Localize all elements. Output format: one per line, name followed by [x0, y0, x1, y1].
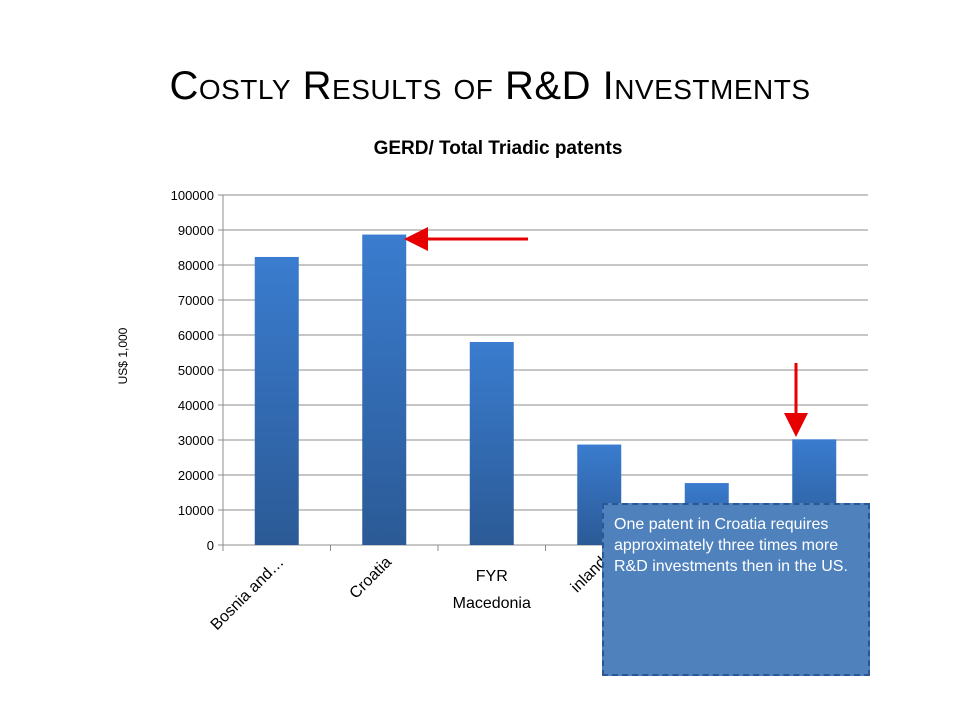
- x-tick-label: FYR Macedonia: [453, 568, 531, 612]
- bar: [362, 234, 407, 546]
- y-tick-label: 100000: [171, 188, 214, 203]
- x-tick-label: Croatia: [347, 554, 396, 603]
- y-tick-label: 30000: [178, 433, 214, 448]
- slide-title: Costly Results of R&D Investments: [169, 64, 811, 108]
- bar: [254, 256, 299, 545]
- y-tick-labels: 0 10000 20000 30000 40000 50000 60000 70000 8000…: [171, 188, 214, 553]
- y-tick-label: 80000: [178, 258, 214, 273]
- y-tick-label: 0: [207, 538, 214, 553]
- callout-box: One patent in Croatia requires approxima…: [602, 503, 870, 676]
- y-tick-label: 10000: [178, 503, 214, 518]
- x-tick-label: Bosnia and…: [208, 554, 288, 634]
- y-tick-label: 40000: [178, 398, 214, 413]
- y-tick-label: 50000: [178, 363, 214, 378]
- chart-title: GERD/ Total Triadic patents: [374, 138, 623, 159]
- bar: [469, 342, 514, 545]
- y-tick-label: 70000: [178, 293, 214, 308]
- y-tick-label: 90000: [178, 223, 214, 238]
- y-tick-label: 20000: [178, 468, 214, 483]
- y-tick-label: 60000: [178, 328, 214, 343]
- gridlines: [218, 194, 869, 551]
- bars: [254, 234, 837, 546]
- callout-text: One patent in Croatia requires approxima…: [614, 516, 848, 575]
- y-axis-label: US$ 1,000: [116, 327, 130, 384]
